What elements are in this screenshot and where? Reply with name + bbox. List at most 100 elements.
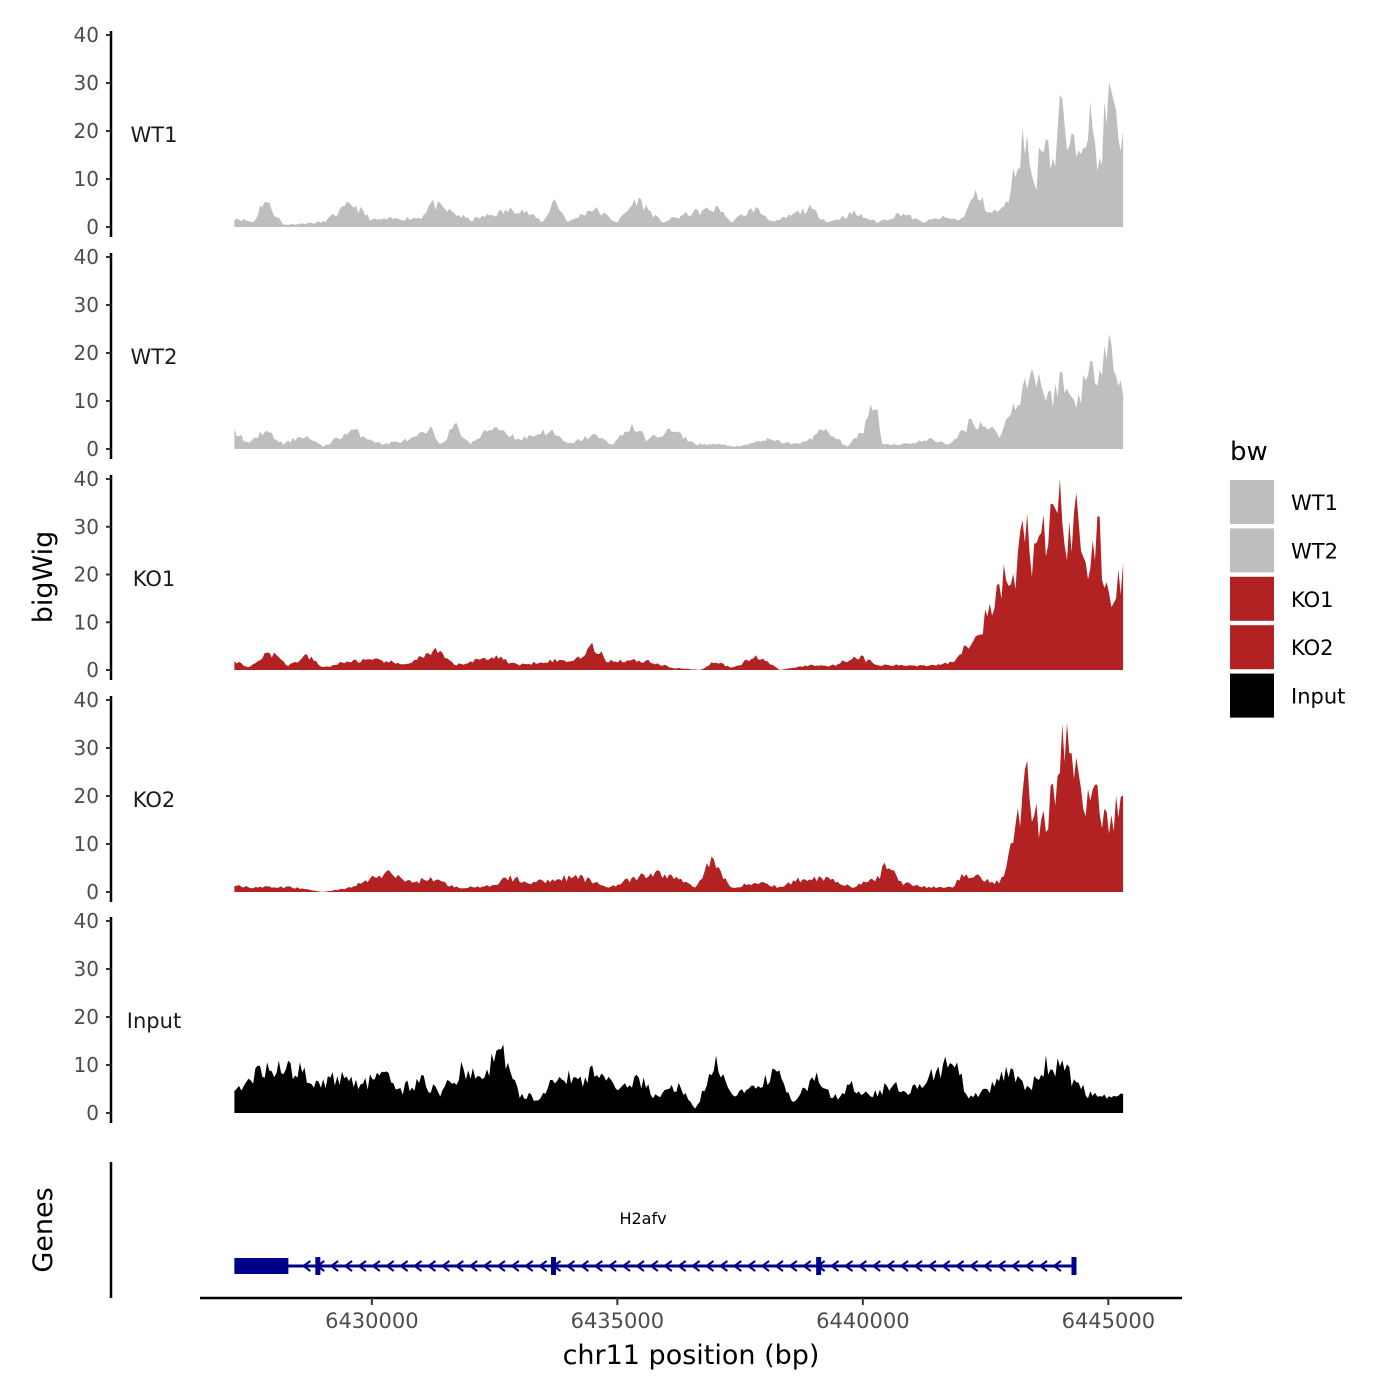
legend-key-wt2 — [1230, 528, 1274, 573]
track-label: WT2 — [131, 345, 178, 369]
strand-arrow — [357, 1260, 367, 1272]
x-axis: 6430000 6435000 6440000 6445000 chr11 posit… — [200, 1296, 1182, 1371]
strand-arrow — [815, 1260, 826, 1272]
x-tick-label: 6440000 — [816, 1309, 910, 1333]
strand-arrow — [537, 1260, 548, 1272]
legend-title: bw — [1230, 437, 1268, 467]
y-tick-label: 0 — [86, 1101, 99, 1125]
genes-panel-title: Genes — [28, 1187, 59, 1272]
y-tick-label: 40 — [74, 688, 99, 712]
x-tick-label: 6445000 — [1062, 1309, 1156, 1333]
strand-arrow — [329, 1260, 339, 1272]
legend-label: KO1 — [1291, 588, 1334, 612]
y-axis-title: bigWig — [28, 531, 59, 624]
y-tick-label: 0 — [86, 437, 99, 461]
gene-utr-block — [234, 1258, 289, 1274]
track-wt2: 0 10 20 30 40 WT2 — [74, 245, 1124, 461]
y-tick-label: 40 — [74, 467, 99, 491]
strand-arrow — [954, 1260, 965, 1272]
strand-arrow — [788, 1260, 798, 1272]
strand-arrow — [343, 1260, 353, 1272]
track-label: WT1 — [131, 123, 178, 147]
legend-label: WT2 — [1291, 539, 1338, 563]
y-tick-label: 0 — [86, 880, 99, 904]
strand-arrow — [704, 1260, 715, 1272]
strand-arrow — [982, 1260, 993, 1272]
strand-arrow — [607, 1260, 617, 1272]
strand-arrow — [649, 1260, 659, 1272]
coverage-area-wt1 — [234, 81, 1124, 227]
y-tick-label: 40 — [74, 245, 99, 269]
strand-arrow — [732, 1260, 742, 1272]
strand-arrow — [829, 1260, 840, 1272]
genes-panel: Genes H2afv — [28, 1162, 1077, 1298]
strand-arrow — [385, 1260, 395, 1272]
strand-arrow — [426, 1260, 437, 1272]
strand-arrow — [663, 1260, 673, 1272]
y-tick-label: 30 — [74, 515, 99, 539]
strand-arrow — [746, 1260, 756, 1272]
y-tick-label: 40 — [74, 23, 99, 47]
y-tick-label: 30 — [74, 736, 99, 760]
legend-label: Input — [1291, 685, 1345, 709]
strand-arrow — [1052, 1260, 1062, 1272]
gene-model-h2afv — [234, 1257, 1077, 1275]
coverage-area-ko2 — [234, 722, 1124, 892]
strand-arrow — [718, 1260, 728, 1272]
strand-arrow — [676, 1260, 687, 1272]
legend-key-ko2 — [1230, 625, 1274, 670]
strand-arrow — [315, 1260, 325, 1272]
strand-arrow — [371, 1260, 381, 1272]
y-tick-label: 20 — [74, 784, 99, 808]
y-tick-label: 10 — [74, 610, 99, 634]
coverage-area-wt2 — [234, 334, 1124, 449]
strand-arrow — [885, 1260, 895, 1272]
track-input: 0 10 20 30 40 Input — [74, 909, 1124, 1125]
y-tick-label: 20 — [74, 563, 99, 587]
y-tick-label: 10 — [74, 389, 99, 413]
strand-arrow — [690, 1260, 701, 1272]
strand-arrow — [593, 1260, 603, 1272]
strand-arrow — [802, 1260, 812, 1272]
strand-arrow — [1010, 1260, 1020, 1272]
x-axis-title: chr11 position (bp) — [563, 1340, 820, 1371]
legend-label: WT1 — [1291, 491, 1338, 515]
y-tick-label: 10 — [74, 1053, 99, 1077]
y-tick-label: 30 — [74, 71, 99, 95]
y-tick-label: 0 — [86, 658, 99, 682]
strand-arrow — [482, 1260, 492, 1272]
strand-arrow — [454, 1260, 464, 1272]
strand-arrow — [621, 1260, 631, 1272]
legend-key-wt1 — [1230, 480, 1274, 524]
track-ko1: 0 10 20 30 40 KO1 — [74, 467, 1124, 682]
track-ko2: 0 10 20 30 40 KO2 — [74, 688, 1124, 904]
gene-exon — [1071, 1257, 1077, 1275]
y-tick-label: 10 — [74, 832, 99, 856]
strand-arrow — [412, 1260, 423, 1272]
strand-arrow — [1024, 1260, 1034, 1272]
legend-items: WT1 WT2 KO1 KO2 Input — [1230, 480, 1345, 718]
track-wt1: 0 10 20 30 40 WT1 — [74, 23, 1124, 239]
strand-arrow — [496, 1260, 506, 1272]
y-tick-label: 0 — [86, 215, 99, 239]
y-tick-label: 40 — [74, 909, 99, 933]
strand-arrow — [899, 1260, 909, 1272]
strand-arrow — [871, 1260, 881, 1272]
gene-label: H2afv — [619, 1209, 666, 1228]
strand-arrow — [468, 1260, 478, 1272]
strand-arrow — [843, 1260, 854, 1272]
strand-arrow — [913, 1260, 923, 1272]
strand-arrow — [398, 1260, 409, 1272]
strand-arrow — [927, 1260, 937, 1272]
strand-arrow — [1038, 1260, 1048, 1272]
legend-key-ko1 — [1230, 576, 1274, 621]
strand-arrow — [774, 1260, 784, 1272]
strand-arrow — [635, 1260, 645, 1272]
x-tick-label: 6435000 — [571, 1309, 665, 1333]
legend-key-input — [1230, 673, 1274, 718]
x-tick-label: 6430000 — [325, 1309, 419, 1333]
strand-arrow — [857, 1260, 867, 1272]
y-tick-label: 10 — [74, 167, 99, 191]
strand-arrow — [524, 1260, 534, 1272]
